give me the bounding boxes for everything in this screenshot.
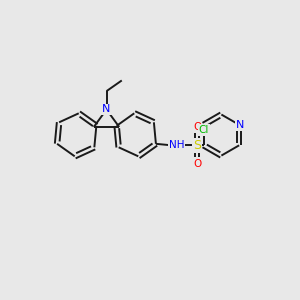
Text: N: N [236,120,244,130]
Text: NH: NH [169,140,185,150]
Text: Cl: Cl [198,125,209,135]
Text: S: S [193,139,201,152]
Text: O: O [193,159,201,169]
Text: N: N [102,104,111,115]
Text: O: O [193,122,201,132]
